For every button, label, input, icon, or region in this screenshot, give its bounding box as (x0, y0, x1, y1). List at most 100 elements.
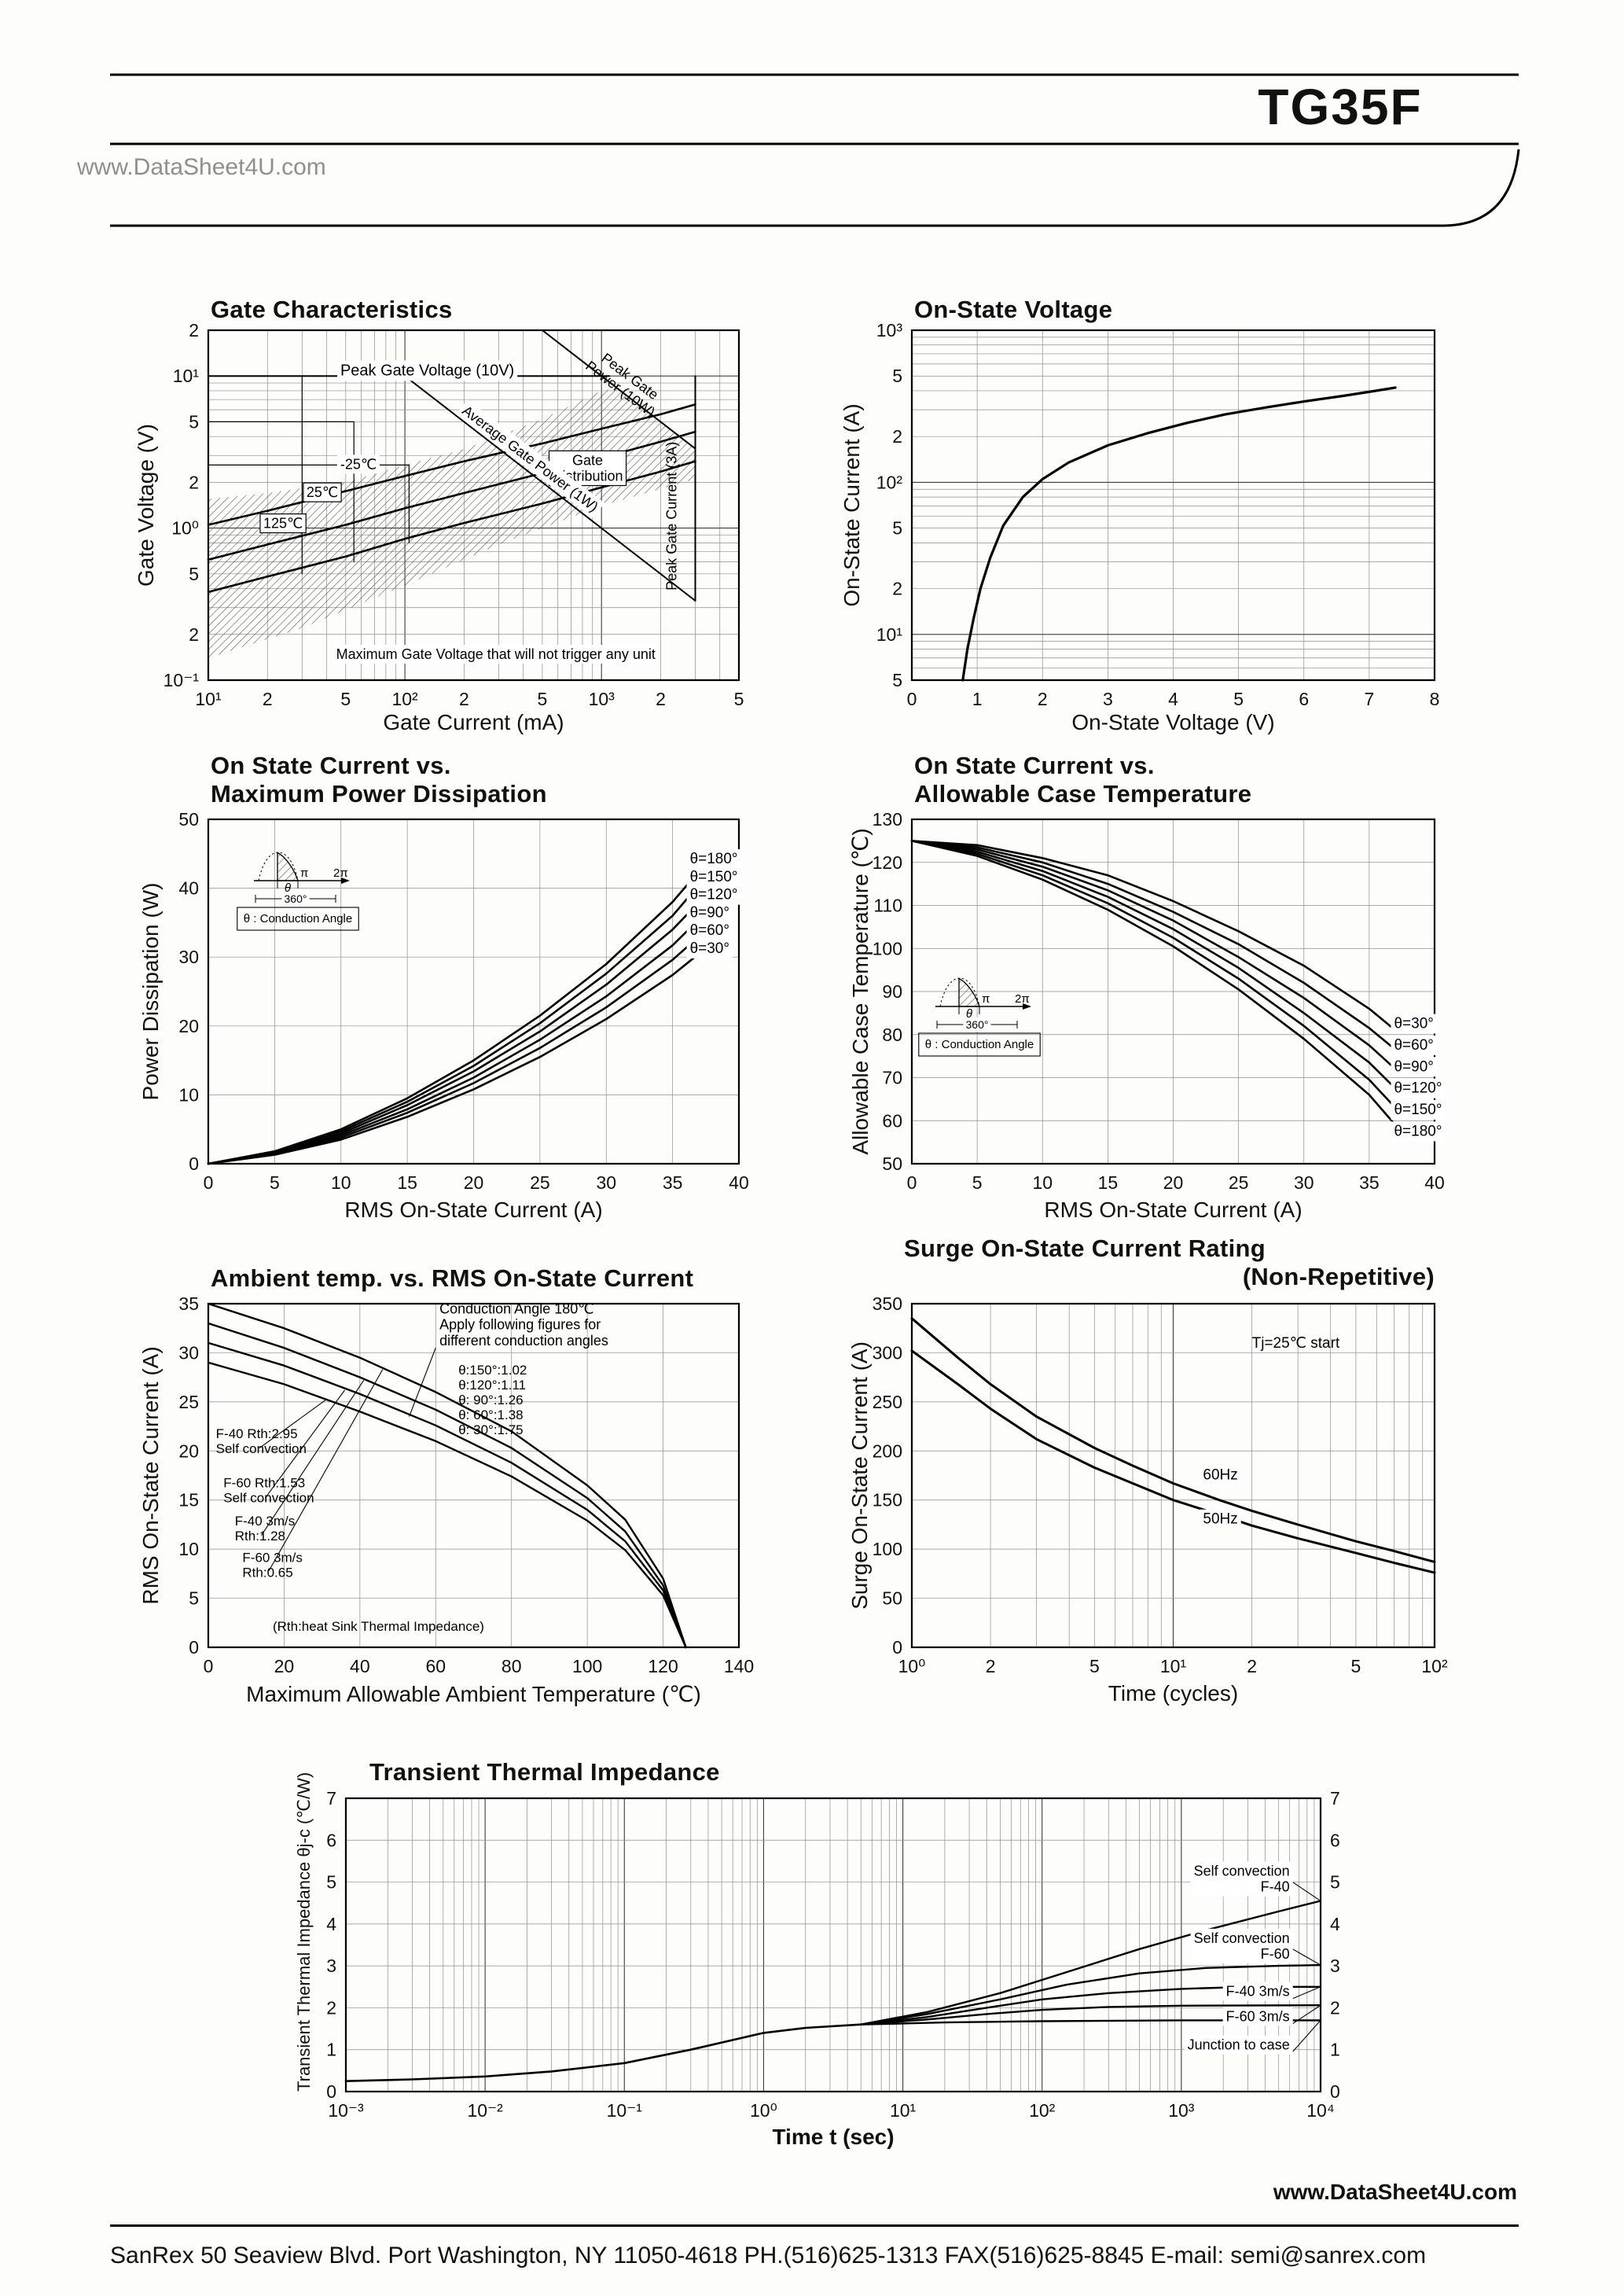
svg-text:7: 7 (1364, 689, 1374, 709)
svg-text:θ=180°: θ=180° (1394, 1123, 1442, 1139)
svg-text:20: 20 (178, 1441, 199, 1461)
svg-text:10²: 10² (391, 689, 418, 709)
svg-text:2: 2 (326, 1997, 336, 2018)
svg-text:15: 15 (178, 1490, 199, 1510)
svg-text:10¹: 10¹ (876, 624, 903, 645)
svg-text:0: 0 (907, 689, 917, 709)
svg-text:θ=90°: θ=90° (1394, 1058, 1433, 1075)
svg-text:Tj=25℃ start: Tj=25℃ start (1252, 1335, 1340, 1352)
svg-text:30: 30 (1294, 1172, 1314, 1193)
svg-text:10³: 10³ (876, 320, 903, 340)
svg-text:Junction to case: Junction to case (1188, 2037, 1290, 2053)
svg-text:θ : Conduction Angle: θ : Conduction Angle (244, 912, 352, 925)
svg-text:5: 5 (734, 689, 744, 709)
y-axis-title: Transient Thermal Impedance θj-c (℃/W) (294, 1772, 314, 2092)
svg-text:0: 0 (189, 1154, 199, 1174)
svg-text:0: 0 (326, 2081, 336, 2102)
header-rules (110, 73, 1520, 227)
svg-text:10⁰: 10⁰ (750, 2100, 777, 2121)
svg-text:10: 10 (178, 1084, 199, 1105)
svg-text:10¹: 10¹ (195, 689, 222, 709)
svg-text:π: π (300, 867, 308, 880)
svg-text:(Rth:heat Sink Thermal Impedan: (Rth:heat Sink Thermal Impedance) (273, 1619, 484, 1634)
svg-text:3: 3 (1330, 1956, 1340, 1976)
svg-text:30: 30 (596, 1172, 616, 1193)
svg-text:6: 6 (1299, 689, 1309, 709)
svg-text:10⁴: 10⁴ (1306, 2100, 1334, 2121)
svg-text:0: 0 (907, 1172, 917, 1193)
svg-text:5: 5 (189, 411, 199, 432)
svg-text:40: 40 (350, 1656, 370, 1676)
svg-text:0: 0 (189, 1637, 199, 1658)
svg-text:θ=90°: θ=90° (690, 904, 729, 921)
svg-text:10¹: 10¹ (1160, 1656, 1187, 1676)
y-axis-title: Allowable Case Temperature (℃) (848, 828, 873, 1155)
svg-text:θ=180°: θ=180° (690, 851, 738, 867)
svg-text:20: 20 (464, 1172, 484, 1193)
svg-text:10²: 10² (1421, 1656, 1448, 1676)
svg-text:1: 1 (972, 689, 983, 709)
chart-title-line2: Maximum Power Dissipation (211, 780, 547, 808)
svg-text:15: 15 (397, 1172, 417, 1193)
svg-text:30: 30 (178, 947, 199, 967)
svg-text:4: 4 (326, 1914, 336, 1934)
svg-text:10: 10 (1032, 1172, 1053, 1193)
svg-text:5: 5 (892, 670, 902, 690)
svg-text:2: 2 (1330, 1997, 1340, 2018)
svg-text:2: 2 (459, 689, 469, 709)
svg-text:7: 7 (1330, 1788, 1340, 1808)
svg-text:200: 200 (873, 1441, 902, 1461)
part-number: TG35F (1258, 79, 1423, 135)
chart-title-line2: (Non-Repetitive) (1242, 1263, 1435, 1290)
surge-current-plot: 10⁰ 2 5 10¹ 2 5 10² 0 50 100 150 200 250 300 350 Tj=25℃… (873, 1293, 1448, 1676)
svg-text:10⁻²: 10⁻² (467, 2100, 503, 2121)
svg-text:30: 30 (178, 1342, 199, 1363)
svg-text:140: 140 (724, 1656, 754, 1676)
svg-text:10¹: 10¹ (890, 2100, 917, 2121)
svg-text:θ=30°: θ=30° (690, 940, 729, 957)
svg-text:25: 25 (178, 1392, 199, 1412)
chart-title: On-State Voltage (914, 296, 1113, 323)
svg-text:120: 120 (873, 852, 902, 873)
svg-text:θ: θ (966, 1007, 972, 1021)
watermark-top: www.DataSheet4U.com (77, 154, 326, 180)
svg-text:θ=30°: θ=30° (1394, 1016, 1433, 1032)
svg-text:10⁰: 10⁰ (898, 1656, 926, 1676)
svg-text:360°: 360° (285, 892, 307, 905)
svg-text:35: 35 (663, 1172, 683, 1193)
svg-text:8: 8 (1430, 689, 1440, 709)
svg-text:10²: 10² (1029, 2100, 1056, 2121)
svg-text:5: 5 (1330, 1872, 1340, 1893)
svg-text:5: 5 (340, 689, 351, 709)
svg-text:θ=120°: θ=120° (690, 887, 738, 903)
svg-text:7: 7 (326, 1788, 336, 1808)
y-axis-title: Surge On-State Current (A) (847, 1341, 872, 1610)
svg-text:θ=150°: θ=150° (1394, 1102, 1442, 1118)
chart-title: Surge On-State Current Rating (904, 1234, 1266, 1262)
y-axis-title: Gate Voltage (V) (134, 424, 158, 587)
svg-text:0: 0 (1330, 2081, 1340, 2102)
svg-text:0: 0 (204, 1172, 214, 1193)
svg-text:100: 100 (873, 938, 902, 959)
svg-text:360°: 360° (966, 1018, 989, 1031)
svg-text:5: 5 (892, 518, 902, 539)
svg-text:5: 5 (892, 366, 902, 386)
transient-thermal-impedance-plot: 10⁻³ 10⁻² 10⁻¹ 10⁰ 10¹ 10² 10³ 10⁴0123456701234… (326, 1788, 1340, 2121)
svg-text:15: 15 (1098, 1172, 1119, 1193)
svg-text:50: 50 (178, 809, 199, 830)
y-axis-title: Power Dissipation (W) (138, 882, 163, 1101)
svg-text:80: 80 (882, 1025, 902, 1045)
svg-text:6: 6 (1330, 1830, 1340, 1850)
svg-text:100: 100 (873, 1539, 902, 1559)
svg-text:3: 3 (1103, 689, 1113, 709)
svg-text:10⁰: 10⁰ (171, 518, 199, 539)
svg-text:Maximum Gate Voltage that will: Maximum Gate Voltage that will not trigg… (336, 646, 656, 662)
svg-text:40: 40 (178, 878, 199, 899)
watermark-bottom: www.DataSheet4U.com (1273, 2180, 1517, 2204)
svg-text:40: 40 (729, 1172, 749, 1193)
